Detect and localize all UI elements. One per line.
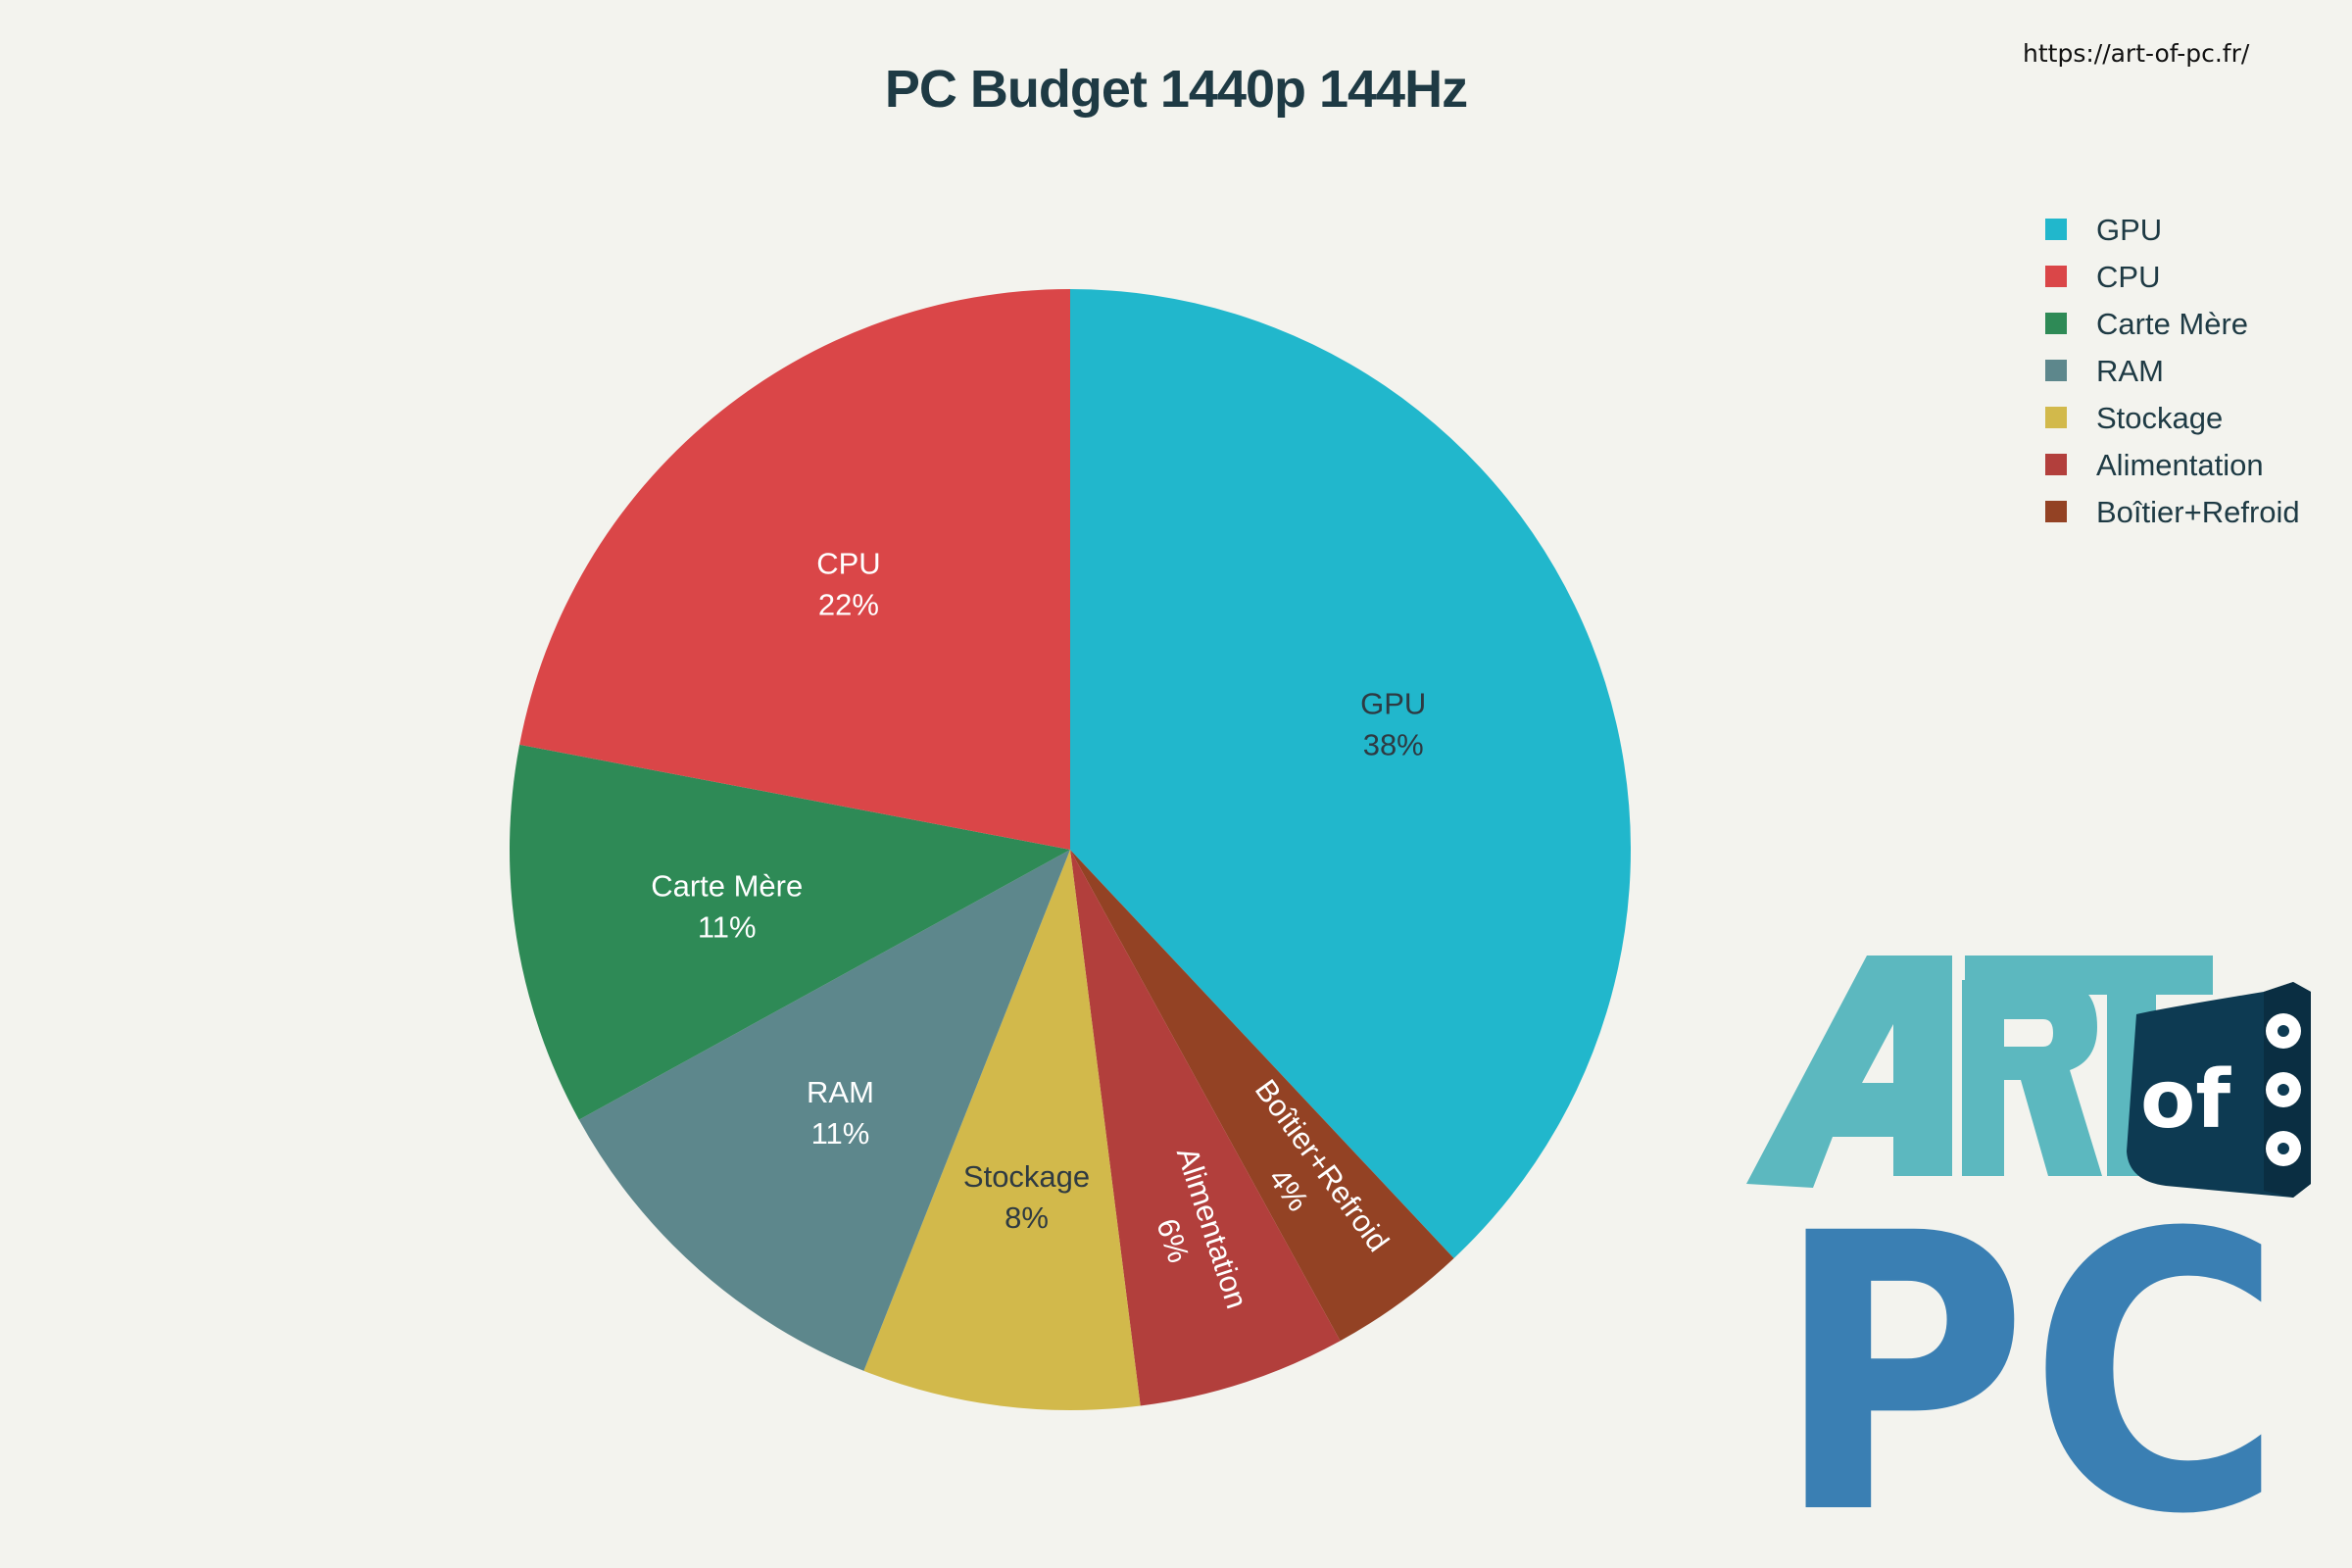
- legend: GPU CPU Carte Mère RAM Stockage Alimentation B…: [2045, 213, 2300, 529]
- legend-swatch: [2045, 407, 2067, 428]
- legend-swatch: [2045, 313, 2067, 334]
- pie-slice-gpu: [1070, 289, 1631, 1258]
- pie-label: CPU 22%: [816, 547, 880, 622]
- legend-label: CPU: [2096, 260, 2160, 294]
- legend-swatch: [2045, 219, 2067, 240]
- legend-swatch: [2045, 266, 2067, 287]
- pie-slice-alimentation: [1070, 850, 1341, 1406]
- legend-label: Boîtier+Refroid: [2096, 495, 2300, 529]
- logo-letter-r: [1962, 980, 2102, 1176]
- pie-label: GPU 38%: [1360, 686, 1426, 761]
- legend-swatch: [2045, 360, 2067, 381]
- logo-letter-a: [1746, 956, 1952, 1188]
- legend-label: Alimentation: [2096, 448, 2264, 482]
- legend-label: Carte Mère: [2096, 307, 2248, 341]
- legend-label: RAM: [2096, 354, 2164, 388]
- logo-pc-text: PC: [1774, 1152, 2283, 1568]
- chart-title: PC Budget 1440p 144Hz: [884, 60, 1468, 119]
- art-of-pc-logo: of PC: [1746, 956, 2311, 1568]
- pie-slice-ram: [578, 850, 1070, 1371]
- legend-label: Stockage: [2096, 401, 2223, 435]
- pie-label: RAM 11%: [807, 1075, 874, 1151]
- source-url: https://art-of-pc.fr/: [2023, 39, 2250, 68]
- pie: [510, 288, 1631, 1410]
- pie-slice-stockage: [863, 850, 1141, 1410]
- legend-label: GPU: [2096, 213, 2162, 247]
- pie-slice-cpu: [519, 288, 1070, 850]
- legend-swatch: [2045, 501, 2067, 522]
- pie-slice-carte-m-re: [510, 744, 1070, 1120]
- pie-slice-bo-tier-refroid: [1070, 850, 1454, 1342]
- logo-of-text: of: [2140, 1054, 2231, 1147]
- legend-swatch: [2045, 454, 2067, 475]
- pie-label: Carte Mère 11%: [651, 868, 803, 944]
- pie-label: Stockage 8%: [963, 1159, 1090, 1235]
